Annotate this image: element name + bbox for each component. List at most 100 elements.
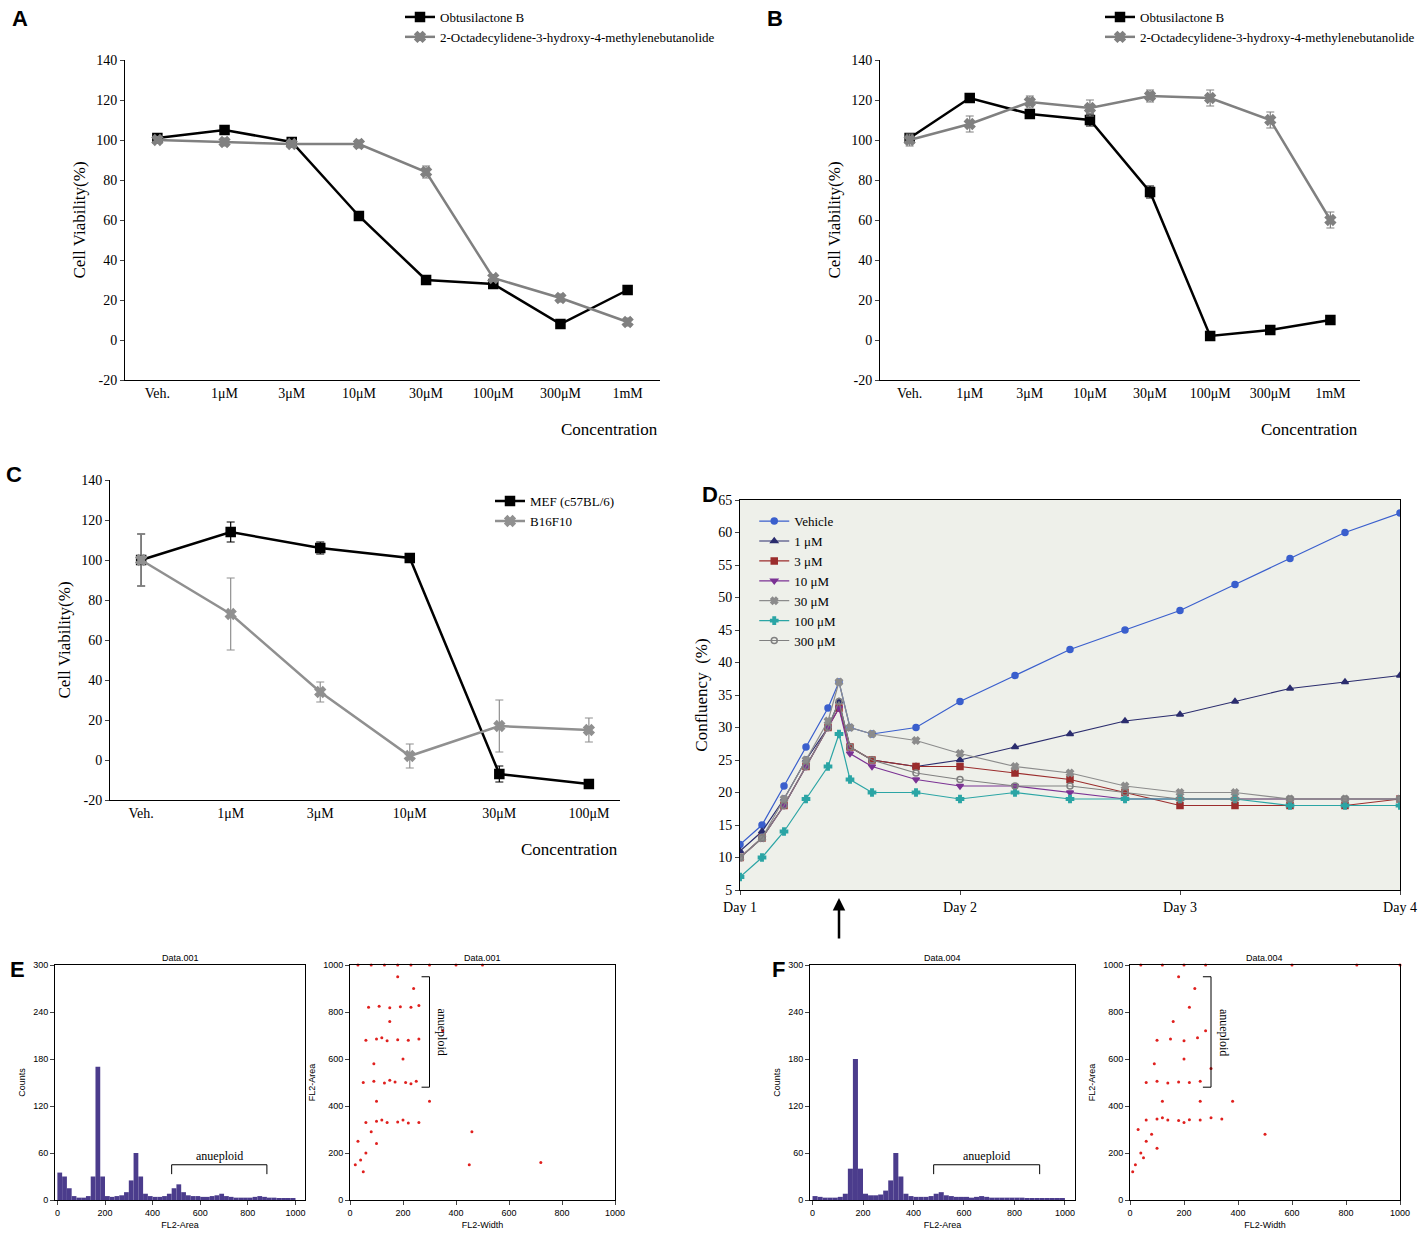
svg-text:200: 200 [1176,1208,1191,1218]
svg-text:40: 40 [858,253,872,268]
svg-text:120: 120 [33,1101,48,1111]
svg-text:800: 800 [1007,1208,1022,1218]
svg-text:FL2-Area: FL2-Area [924,1220,962,1230]
svg-text:1000: 1000 [1055,1208,1075,1218]
svg-text:-20: -20 [854,373,873,388]
svg-text:Data.001: Data.001 [162,953,199,963]
svg-text:60: 60 [718,525,732,540]
svg-text:25: 25 [718,753,732,768]
svg-text:600: 600 [193,1208,208,1218]
svg-text:400: 400 [448,1208,463,1218]
svg-text:Day 3: Day 3 [1163,900,1197,915]
svg-text:800: 800 [1338,1208,1353,1218]
svg-text:300 μM: 300 μM [794,634,836,649]
svg-text:20: 20 [103,293,117,308]
svg-text:30μM: 30μM [409,386,444,401]
svg-text:800: 800 [1108,1007,1123,1017]
svg-text:Data.004: Data.004 [1246,953,1283,963]
svg-text:10 μM: 10 μM [794,574,829,589]
svg-text:140: 140 [851,53,872,68]
svg-text:10: 10 [718,850,732,865]
svg-text:FL2-Area: FL2-Area [1087,1064,1097,1102]
svg-text:5: 5 [725,883,732,898]
svg-text:Counts: Counts [17,1068,27,1097]
svg-text:40: 40 [88,673,102,688]
svg-text:Concentration: Concentration [521,840,618,859]
svg-text:1 μM: 1 μM [794,534,823,549]
svg-text:30: 30 [718,720,732,735]
svg-text:120: 120 [81,513,102,528]
svg-text:45: 45 [718,623,732,638]
svg-text:300μM: 300μM [1250,386,1292,401]
svg-text:3μM: 3μM [307,806,335,821]
svg-text:800: 800 [240,1208,255,1218]
svg-text:50: 50 [718,590,732,605]
svg-text:1000: 1000 [1390,1208,1410,1218]
svg-text:Counts: Counts [772,1068,782,1097]
svg-text:20: 20 [88,713,102,728]
svg-text:20: 20 [718,785,732,800]
svg-text:0: 0 [55,1208,60,1218]
svg-text:2-Octadecylidene-3-hydroxy-4-m: 2-Octadecylidene-3-hydroxy-4-methylenebu… [440,30,715,45]
svg-text:Vehicle: Vehicle [794,514,833,529]
svg-text:100μM: 100μM [473,386,515,401]
svg-text:100 μM: 100 μM [794,614,836,629]
svg-text:60: 60 [38,1148,48,1158]
svg-text:0: 0 [865,333,872,348]
svg-text:60: 60 [793,1148,803,1158]
svg-text:600: 600 [956,1208,971,1218]
svg-text:240: 240 [33,1007,48,1017]
svg-text:180: 180 [788,1054,803,1064]
svg-text:400: 400 [906,1208,921,1218]
svg-text:180: 180 [33,1054,48,1064]
svg-text:Concentration: Concentration [1261,420,1358,439]
svg-text:Day 1: Day 1 [723,900,757,915]
svg-text:10μM: 10μM [342,386,377,401]
svg-text:300: 300 [788,960,803,970]
svg-text:10μM: 10μM [1073,386,1108,401]
svg-text:Cell Viability(%): Cell Viability(%) [70,161,89,278]
svg-text:800: 800 [328,1007,343,1017]
svg-text:400: 400 [145,1208,160,1218]
svg-text:600: 600 [1108,1054,1123,1064]
svg-text:1000: 1000 [605,1208,625,1218]
svg-text:80: 80 [858,173,872,188]
svg-text:anueploid: anueploid [196,1149,243,1163]
svg-text:0: 0 [347,1208,352,1218]
svg-text:300: 300 [33,960,48,970]
svg-text:30μM: 30μM [482,806,517,821]
svg-text:FL2-Area: FL2-Area [307,1064,317,1102]
svg-text:C: C [6,462,22,487]
svg-text:80: 80 [88,593,102,608]
svg-text:140: 140 [81,473,102,488]
svg-text:400: 400 [1108,1101,1123,1111]
svg-text:1000: 1000 [323,960,343,970]
svg-text:3μM: 3μM [278,386,306,401]
svg-text:200: 200 [328,1148,343,1158]
svg-text:400: 400 [1230,1208,1245,1218]
svg-text:200: 200 [395,1208,410,1218]
svg-text:FL2-Area: FL2-Area [161,1220,199,1230]
svg-text:55: 55 [718,558,732,573]
svg-text:100μM: 100μM [568,806,610,821]
svg-text:Cell Viability(%): Cell Viability(%) [55,581,74,698]
svg-text:1μM: 1μM [956,386,984,401]
svg-text:Obtusilactone B: Obtusilactone B [440,10,524,25]
svg-text:F: F [772,957,785,982]
svg-text:80: 80 [103,173,117,188]
svg-text:65: 65 [718,493,732,508]
svg-text:Cell Viability(%): Cell Viability(%) [825,161,844,278]
svg-text:2-Octadecylidene-3-hydroxy-4-m: 2-Octadecylidene-3-hydroxy-4-methylenebu… [1140,30,1415,45]
svg-text:300μM: 300μM [540,386,582,401]
svg-text:60: 60 [858,213,872,228]
svg-text:1mM: 1mM [612,386,643,401]
svg-text:3μM: 3μM [1016,386,1044,401]
svg-text:D: D [702,482,718,507]
svg-text:anueploid: anueploid [963,1149,1010,1163]
svg-text:Veh.: Veh. [145,386,170,401]
svg-text:0: 0 [338,1195,343,1205]
svg-text:0: 0 [1118,1195,1123,1205]
svg-text:120: 120 [788,1101,803,1111]
svg-text:0: 0 [43,1195,48,1205]
svg-text:B16F10: B16F10 [530,514,572,529]
